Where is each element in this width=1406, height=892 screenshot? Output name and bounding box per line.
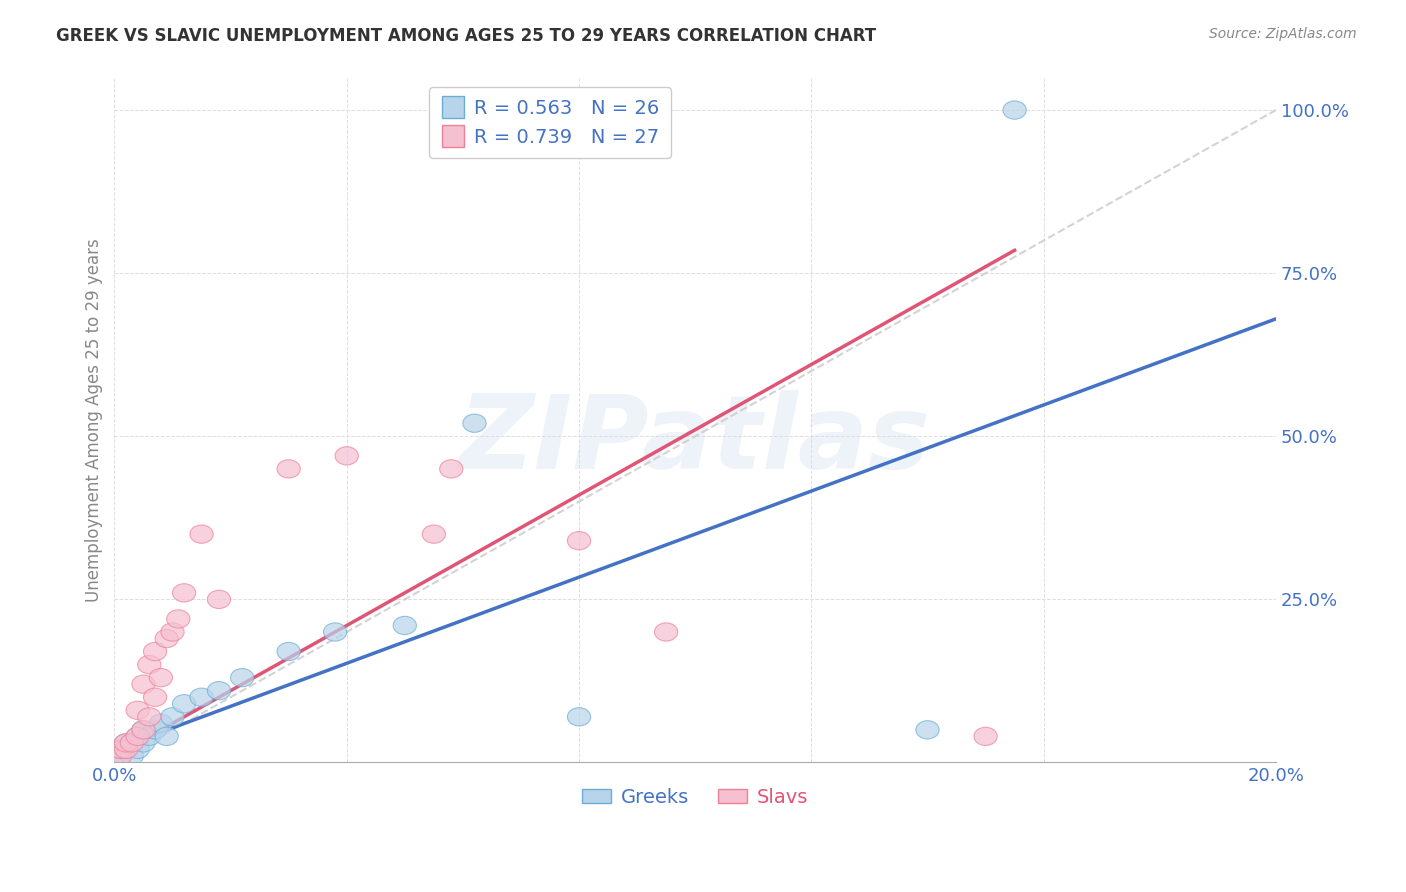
Ellipse shape xyxy=(440,459,463,478)
Ellipse shape xyxy=(155,727,179,746)
Ellipse shape xyxy=(138,656,160,673)
Ellipse shape xyxy=(114,740,138,758)
Ellipse shape xyxy=(149,714,173,732)
Ellipse shape xyxy=(422,525,446,543)
Text: Source: ZipAtlas.com: Source: ZipAtlas.com xyxy=(1209,27,1357,41)
Ellipse shape xyxy=(143,688,167,706)
Ellipse shape xyxy=(132,721,155,739)
Ellipse shape xyxy=(143,642,167,661)
Ellipse shape xyxy=(207,681,231,700)
Ellipse shape xyxy=(121,734,143,752)
Ellipse shape xyxy=(155,630,179,648)
Ellipse shape xyxy=(114,734,138,752)
Ellipse shape xyxy=(323,623,347,641)
Ellipse shape xyxy=(127,727,149,746)
Ellipse shape xyxy=(160,623,184,641)
Legend: Greeks, Slavs: Greeks, Slavs xyxy=(574,780,817,814)
Text: ZIPatlas: ZIPatlas xyxy=(460,390,931,491)
Ellipse shape xyxy=(277,642,301,661)
Ellipse shape xyxy=(138,707,160,726)
Ellipse shape xyxy=(1002,101,1026,120)
Ellipse shape xyxy=(160,707,184,726)
Y-axis label: Unemployment Among Ages 25 to 29 years: Unemployment Among Ages 25 to 29 years xyxy=(86,238,103,602)
Ellipse shape xyxy=(108,747,132,765)
Ellipse shape xyxy=(132,721,155,739)
Ellipse shape xyxy=(167,610,190,628)
Ellipse shape xyxy=(568,707,591,726)
Ellipse shape xyxy=(277,459,301,478)
Ellipse shape xyxy=(173,695,195,713)
Ellipse shape xyxy=(108,740,132,758)
Ellipse shape xyxy=(121,734,143,752)
Ellipse shape xyxy=(974,727,997,746)
Ellipse shape xyxy=(114,740,138,758)
Ellipse shape xyxy=(127,701,149,720)
Ellipse shape xyxy=(915,721,939,739)
Ellipse shape xyxy=(108,740,132,758)
Ellipse shape xyxy=(114,734,138,752)
Ellipse shape xyxy=(231,668,254,687)
Ellipse shape xyxy=(143,721,167,739)
Ellipse shape xyxy=(138,727,160,746)
Ellipse shape xyxy=(121,747,143,765)
Ellipse shape xyxy=(149,668,173,687)
Ellipse shape xyxy=(335,447,359,465)
Ellipse shape xyxy=(108,747,132,765)
Ellipse shape xyxy=(173,583,195,602)
Ellipse shape xyxy=(190,688,214,706)
Ellipse shape xyxy=(394,616,416,634)
Ellipse shape xyxy=(127,727,149,746)
Text: GREEK VS SLAVIC UNEMPLOYMENT AMONG AGES 25 TO 29 YEARS CORRELATION CHART: GREEK VS SLAVIC UNEMPLOYMENT AMONG AGES … xyxy=(56,27,876,45)
Ellipse shape xyxy=(655,623,678,641)
Ellipse shape xyxy=(463,414,486,433)
Ellipse shape xyxy=(207,591,231,608)
Ellipse shape xyxy=(568,532,591,549)
Ellipse shape xyxy=(127,740,149,758)
Ellipse shape xyxy=(132,675,155,693)
Ellipse shape xyxy=(190,525,214,543)
Ellipse shape xyxy=(132,734,155,752)
